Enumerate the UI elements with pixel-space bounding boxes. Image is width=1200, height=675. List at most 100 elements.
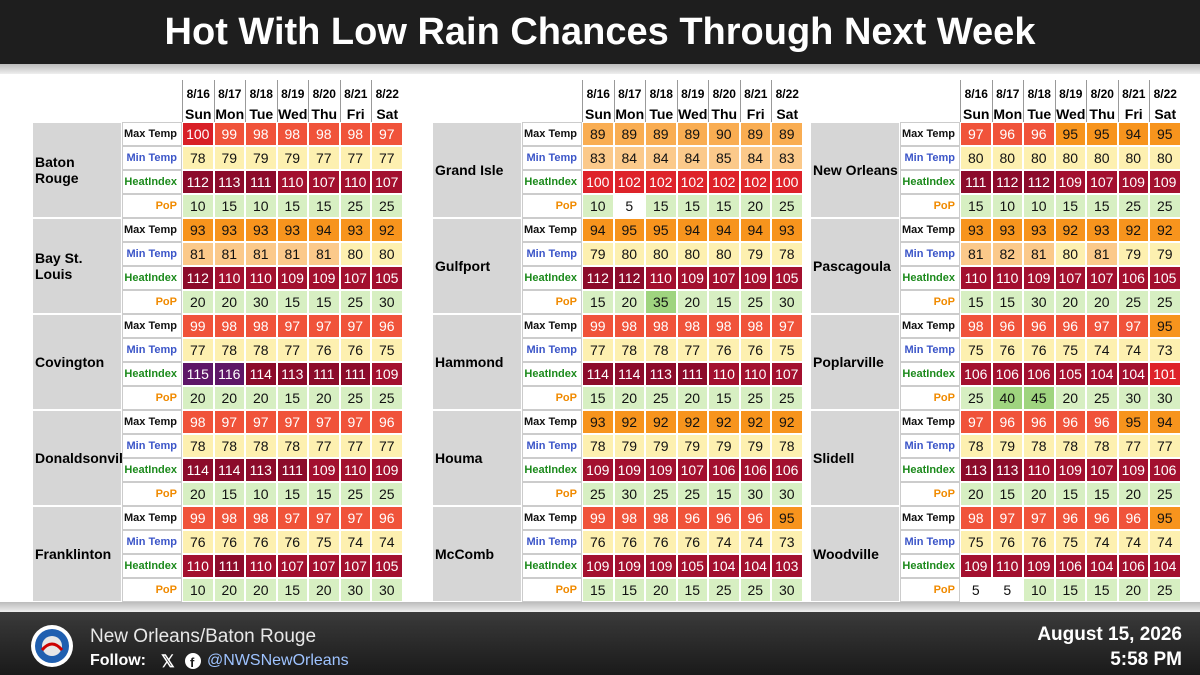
forecast-cell: 104 bbox=[708, 554, 740, 578]
forecast-cell: 98 bbox=[739, 314, 771, 338]
forecast-cell: 90 bbox=[708, 122, 740, 146]
forecast-cell: 96 bbox=[991, 314, 1023, 338]
row-label: Min Temp bbox=[122, 146, 182, 170]
forecast-cell: 107 bbox=[1054, 266, 1086, 290]
forecast-cell: 80 bbox=[1054, 146, 1086, 170]
forecast-cell: 15 bbox=[960, 194, 992, 218]
forecast-cell: 92 bbox=[1054, 218, 1086, 242]
forecast-cell: 30 bbox=[739, 482, 771, 506]
row-label: PoP bbox=[122, 194, 182, 218]
forecast-cell: 20 bbox=[182, 290, 214, 314]
forecast-cell: 10 bbox=[582, 194, 614, 218]
forecast-cell: 76 bbox=[708, 338, 740, 362]
forecast-cell: 25 bbox=[1149, 194, 1181, 218]
forecast-cell: 106 bbox=[708, 458, 740, 482]
forecast-cell: 106 bbox=[771, 458, 803, 482]
forecast-cell: 97 bbox=[1086, 314, 1118, 338]
row-label: Max Temp bbox=[122, 506, 182, 530]
forecast-cell: 110 bbox=[708, 362, 740, 386]
forecast-cell: 95 bbox=[613, 218, 645, 242]
forecast-cell: 99 bbox=[182, 314, 214, 338]
city-name: Hammond bbox=[432, 314, 522, 410]
forecast-cell: 96 bbox=[1086, 506, 1118, 530]
forecast-cell: 109 bbox=[1054, 458, 1086, 482]
forecast-cell: 94 bbox=[1117, 122, 1149, 146]
row-label: Max Temp bbox=[122, 218, 182, 242]
forecast-cell: 78 bbox=[645, 338, 677, 362]
forecast-cell: 15 bbox=[582, 578, 614, 602]
forecast-cell: 110 bbox=[645, 266, 677, 290]
social-handle[interactable]: @NWSNewOrleans bbox=[207, 652, 349, 669]
forecast-cell: 20 bbox=[739, 194, 771, 218]
forecast-cell: 25 bbox=[645, 482, 677, 506]
day-header: Thu bbox=[1086, 101, 1118, 122]
forecast-cell: 15 bbox=[1054, 578, 1086, 602]
forecast-cell: 25 bbox=[371, 194, 403, 218]
day-header: Wed bbox=[676, 101, 709, 122]
divider bbox=[0, 64, 1200, 74]
forecast-cell: 79 bbox=[739, 242, 771, 266]
forecast-cell: 112 bbox=[582, 266, 614, 290]
forecast-cell: 111 bbox=[213, 554, 245, 578]
forecast-cell: 25 bbox=[739, 290, 771, 314]
forecast-cell: 105 bbox=[1054, 362, 1086, 386]
forecast-cell: 101 bbox=[1149, 362, 1181, 386]
date-header: 8/19 bbox=[1054, 80, 1087, 101]
forecast-cell: 77 bbox=[371, 434, 403, 458]
forecast-cell: 114 bbox=[213, 458, 245, 482]
forecast-cell: 97 bbox=[771, 314, 803, 338]
forecast-cell: 110 bbox=[960, 266, 992, 290]
row-label: Max Temp bbox=[522, 218, 582, 242]
date-header: 8/18 bbox=[1023, 80, 1055, 101]
forecast-cell: 76 bbox=[182, 530, 214, 554]
forecast-cell: 110 bbox=[739, 362, 771, 386]
city-name: Pascagoula bbox=[810, 218, 900, 314]
forecast-cell: 96 bbox=[371, 314, 403, 338]
forecast-cell: 106 bbox=[1149, 458, 1181, 482]
forecast-cell: 79 bbox=[645, 434, 677, 458]
forecast-cell: 15 bbox=[645, 194, 677, 218]
forecast-cell: 15 bbox=[1086, 194, 1118, 218]
forecast-cell: 92 bbox=[708, 410, 740, 434]
forecast-cell: 96 bbox=[1086, 410, 1118, 434]
day-header: Sat bbox=[771, 101, 803, 122]
row-label: HeatIndex bbox=[522, 458, 582, 482]
forecast-cell: 20 bbox=[182, 386, 214, 410]
forecast-cell: 98 bbox=[182, 410, 214, 434]
forecast-cell: 81 bbox=[308, 242, 340, 266]
row-label: HeatIndex bbox=[522, 554, 582, 578]
forecast-cell: 107 bbox=[771, 362, 803, 386]
forecast-cell: 98 bbox=[213, 506, 245, 530]
forecast-cell: 97 bbox=[991, 506, 1023, 530]
city-name: Covington bbox=[32, 314, 122, 410]
forecast-cell: 95 bbox=[1149, 314, 1181, 338]
forecast-cell: 92 bbox=[645, 410, 677, 434]
forecast-cell: 110 bbox=[339, 458, 371, 482]
forecast-cell: 97 bbox=[308, 506, 340, 530]
forecast-cell: 112 bbox=[182, 266, 214, 290]
forecast-cell: 73 bbox=[1149, 338, 1181, 362]
row-label: HeatIndex bbox=[522, 266, 582, 290]
city-name: Woodville bbox=[810, 506, 900, 602]
forecast-cell: 94 bbox=[739, 218, 771, 242]
forecast-cell: 96 bbox=[991, 410, 1023, 434]
forecast-cell: 15 bbox=[276, 194, 308, 218]
forecast-cell: 104 bbox=[1149, 554, 1181, 578]
forecast-cell: 112 bbox=[613, 266, 645, 290]
forecast-cell: 80 bbox=[1086, 146, 1118, 170]
city-name: Slidell bbox=[810, 410, 900, 506]
forecast-cell: 92 bbox=[676, 410, 708, 434]
forecast-cell: 15 bbox=[308, 194, 340, 218]
day-header: Fri bbox=[1117, 101, 1150, 122]
row-label: Min Temp bbox=[122, 434, 182, 458]
forecast-cell: 76 bbox=[991, 530, 1023, 554]
forecast-cell: 96 bbox=[1054, 506, 1086, 530]
forecast-cell: 110 bbox=[991, 554, 1023, 578]
forecast-cell: 74 bbox=[1117, 530, 1149, 554]
forecast-cell: 79 bbox=[245, 146, 277, 170]
forecast-cell: 77 bbox=[582, 338, 614, 362]
forecast-cell: 114 bbox=[245, 362, 277, 386]
row-label: PoP bbox=[900, 290, 960, 314]
